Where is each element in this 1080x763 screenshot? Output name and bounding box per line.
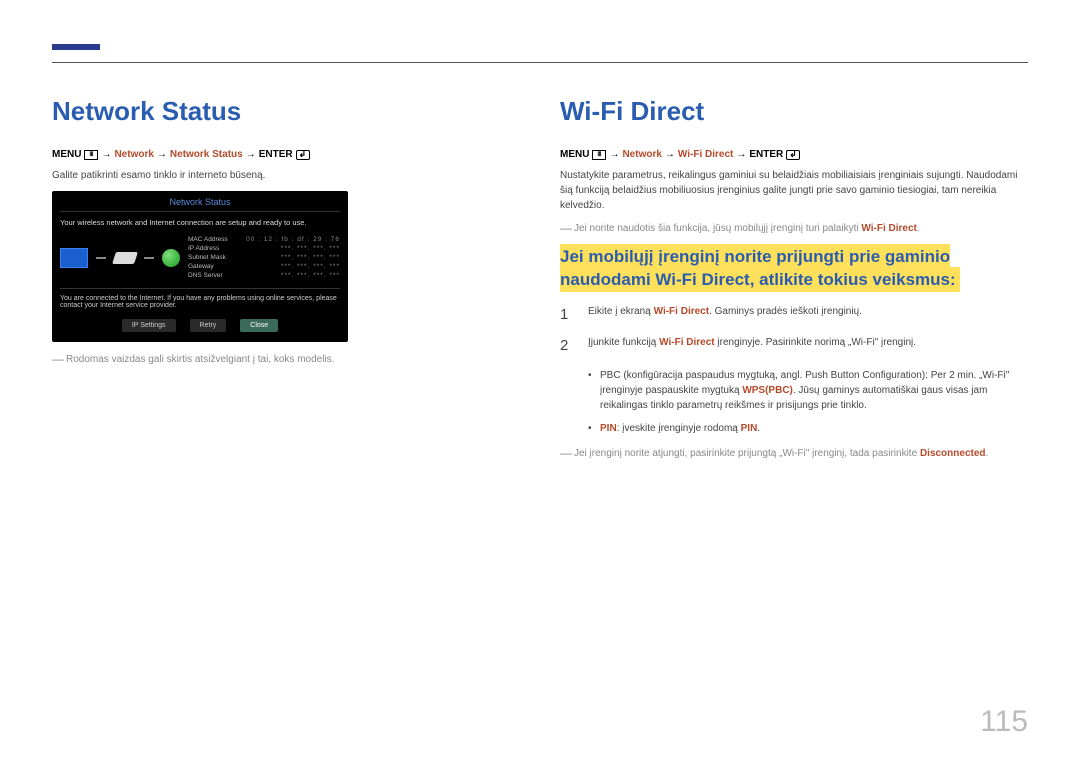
column-wifi-direct: Wi-Fi Direct MENU Ⅲ → Network → Wi-Fi Di… xyxy=(560,62,1028,471)
support-note-brand: Wi-Fi Direct xyxy=(861,223,916,234)
arrow: → xyxy=(665,149,675,160)
globe-icon xyxy=(162,249,180,267)
menu-path-network-status: Network Status xyxy=(170,149,243,160)
dns-label: DNS Server xyxy=(188,272,223,279)
subnet-value: ***. ***. ***. *** xyxy=(281,254,340,261)
shot-button-row: IP Settings Retry Close xyxy=(60,319,340,332)
step-text: Įjunkite funkciją Wi-Fi Direct įrenginyj… xyxy=(588,337,916,354)
menu-path-wifi-direct: MENU Ⅲ → Network → Wi-Fi Direct → ENTER xyxy=(560,149,1028,160)
arrow: → xyxy=(246,149,256,160)
ip-value: ***. ***. ***. *** xyxy=(281,245,340,252)
link-line-icon xyxy=(144,257,154,259)
support-note: Jei norite naudotis šia funkcija, jūsų m… xyxy=(560,221,1028,236)
section-title-wifi-direct: Wi-Fi Direct xyxy=(560,96,1028,127)
arrow: → xyxy=(609,149,619,160)
subnet-label: Subnet Mask xyxy=(188,254,226,261)
gateway-value: ***. ***. ***. *** xyxy=(281,263,340,270)
retry-button[interactable]: Retry xyxy=(190,319,227,332)
mac-value: 00 : 12 : fb : df : 29 : 76 xyxy=(246,236,340,243)
gateway-label: Gateway xyxy=(188,263,214,270)
menu-icon: Ⅲ xyxy=(84,150,98,160)
menu-path-network: Network xyxy=(114,149,153,160)
arrow: → xyxy=(101,149,111,160)
shot-diagram-row: MAC Address 00 : 12 : fb : df : 29 : 76 I… xyxy=(60,235,340,280)
menu-icon: Ⅲ xyxy=(592,150,606,160)
bullet-pin: PIN: įveskite įrenginyje rodomą PIN. xyxy=(588,421,1028,436)
enter-icon xyxy=(296,150,310,160)
shot-msg-bottom: You are connected to the Internet. If yo… xyxy=(60,288,340,309)
enter-icon xyxy=(786,150,800,160)
model-vary-note: Rodomas vaizdas gali skirtis atsižvelgia… xyxy=(52,352,520,367)
step-number: 2 xyxy=(560,337,574,354)
support-note-pre: Jei norite naudotis šia funkcija, jūsų m… xyxy=(574,223,861,234)
step-2: 2 Įjunkite funkciją Wi-Fi Direct įrengin… xyxy=(560,337,1028,354)
enter-label: ENTER xyxy=(259,149,293,160)
menu-path-network: Network xyxy=(622,149,661,160)
link-line-icon xyxy=(96,257,106,259)
column-network-status: Network Status MENU Ⅲ → Network → Networ… xyxy=(52,62,520,471)
shot-info-table: MAC Address 00 : 12 : fb : df : 29 : 76 I… xyxy=(188,235,340,280)
close-button[interactable]: Close xyxy=(240,319,278,332)
step-list: 1 Eikite į ekraną Wi-Fi Direct. Gaminys … xyxy=(560,306,1028,354)
mac-label: MAC Address xyxy=(188,236,228,243)
step-number: 1 xyxy=(560,306,574,323)
screen-icon xyxy=(60,248,88,268)
page-number: 115 xyxy=(980,705,1028,739)
ip-label: IP Address xyxy=(188,245,219,252)
bullet-list: PBC (konfigūracija paspaudus mygtuką, an… xyxy=(588,368,1028,436)
enter-label: ENTER xyxy=(749,149,783,160)
arrow: → xyxy=(157,149,167,160)
menu-path-network-status: MENU Ⅲ → Network → Network Status → ENTE… xyxy=(52,149,520,160)
page-content: Network Status MENU Ⅲ → Network → Networ… xyxy=(0,0,1080,471)
header-rule xyxy=(52,62,1028,63)
menu-path-wifi-direct: Wi-Fi Direct xyxy=(678,149,733,160)
support-note-post: . xyxy=(917,223,920,234)
step-1: 1 Eikite į ekraną Wi-Fi Direct. Gaminys … xyxy=(560,306,1028,323)
header-accent-bar xyxy=(52,44,100,50)
shot-msg-top: Your wireless network and Internet conne… xyxy=(60,218,340,227)
shot-title: Network Status xyxy=(60,197,340,212)
highlight-heading: Jei mobilųjį įrenginį norite prijungti p… xyxy=(560,244,960,292)
intro-text: Nustatykite parametrus, reikalingus gami… xyxy=(560,168,1028,213)
router-icon xyxy=(112,252,138,264)
intro-text: Galite patikrinti esamo tinklo ir intern… xyxy=(52,168,520,183)
step-text: Eikite į ekraną Wi-Fi Direct. Gaminys pr… xyxy=(588,306,862,323)
menu-label: MENU xyxy=(52,149,81,160)
network-status-screenshot: Network Status Your wireless network and… xyxy=(52,191,348,342)
dns-value: ***. ***. ***. *** xyxy=(281,272,340,279)
arrow: → xyxy=(736,149,746,160)
ip-settings-button[interactable]: IP Settings xyxy=(122,319,176,332)
highlight-heading-wrap: Jei mobilųjį įrenginį norite prijungti p… xyxy=(560,246,1028,292)
section-title-network-status: Network Status xyxy=(52,96,520,127)
disconnect-note: Jei įrenginį norite atjungti, pasirinkit… xyxy=(560,446,1028,461)
bullet-pbc: PBC (konfigūracija paspaudus mygtuką, an… xyxy=(588,368,1028,413)
menu-label: MENU xyxy=(560,149,589,160)
